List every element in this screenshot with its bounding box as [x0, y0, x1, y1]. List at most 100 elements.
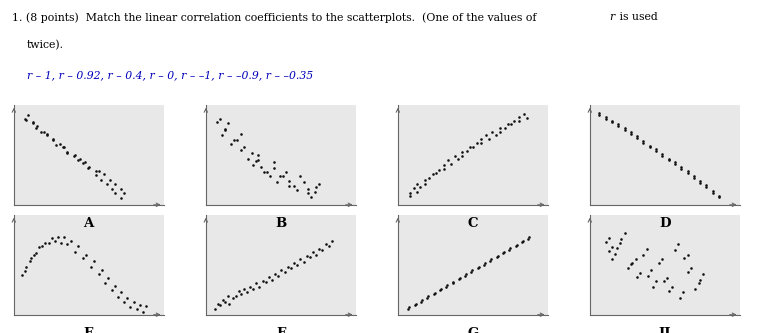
Point: [684, 266, 697, 271]
Point: [69, 249, 81, 254]
Point: [108, 190, 121, 195]
Point: [663, 288, 675, 293]
Point: [656, 151, 668, 157]
Point: [606, 118, 618, 123]
Point: [650, 149, 662, 154]
Point: [105, 287, 118, 292]
Point: [22, 113, 34, 118]
Text: 1. (8 points)  Match the linear correlation coefficients to the scatterplots.  (: 1. (8 points) Match the linear correlati…: [12, 12, 540, 23]
Point: [316, 247, 329, 253]
Point: [522, 236, 535, 241]
Point: [472, 266, 484, 271]
Point: [707, 188, 719, 193]
Point: [58, 145, 71, 150]
Point: [409, 301, 422, 306]
Point: [255, 164, 267, 169]
Point: [15, 272, 28, 278]
Point: [624, 129, 637, 135]
Point: [214, 303, 226, 308]
Point: [700, 184, 713, 190]
Point: [438, 166, 450, 171]
Point: [243, 284, 256, 290]
Point: [48, 238, 61, 243]
Point: [614, 240, 626, 245]
Point: [219, 299, 231, 304]
Point: [283, 183, 296, 189]
Point: [288, 183, 300, 189]
Point: [74, 157, 86, 162]
Point: [30, 125, 42, 131]
Point: [674, 295, 686, 301]
Point: [681, 252, 694, 257]
Point: [505, 122, 518, 127]
Point: [72, 243, 84, 249]
Text: r: r: [609, 12, 614, 22]
Point: [486, 129, 498, 135]
Point: [93, 271, 105, 277]
Point: [90, 168, 102, 173]
Point: [219, 126, 231, 132]
Point: [618, 125, 631, 131]
Point: [85, 264, 98, 269]
Point: [690, 286, 702, 291]
Point: [227, 295, 239, 301]
Point: [267, 160, 280, 165]
Point: [435, 286, 447, 292]
Point: [624, 261, 637, 266]
Point: [252, 158, 264, 163]
Point: [600, 239, 612, 244]
Point: [518, 112, 530, 117]
Point: [217, 297, 230, 303]
Point: [36, 243, 48, 249]
Point: [33, 244, 45, 250]
Point: [641, 246, 653, 252]
Point: [630, 256, 642, 262]
Point: [264, 173, 276, 179]
Point: [484, 258, 496, 263]
Point: [669, 160, 681, 165]
Text: F: F: [276, 327, 286, 333]
Point: [81, 165, 94, 170]
Point: [50, 142, 62, 147]
Point: [663, 158, 675, 163]
Point: [452, 157, 464, 162]
Text: G: G: [467, 327, 478, 333]
Point: [302, 186, 314, 192]
Point: [313, 246, 326, 252]
Point: [414, 184, 426, 190]
Point: [93, 169, 105, 174]
Point: [650, 279, 662, 284]
Point: [637, 138, 650, 144]
Point: [415, 299, 427, 304]
Point: [297, 259, 310, 265]
Point: [626, 260, 638, 265]
Point: [429, 171, 442, 176]
Point: [644, 143, 656, 148]
Point: [98, 171, 110, 177]
Point: [661, 275, 674, 280]
Point: [252, 152, 264, 158]
Point: [25, 256, 38, 261]
Point: [700, 183, 713, 188]
Point: [478, 262, 490, 267]
Point: [216, 133, 228, 138]
Text: C: C: [468, 217, 478, 230]
Point: [499, 125, 511, 131]
Point: [669, 247, 681, 253]
Point: [459, 273, 472, 278]
Point: [61, 150, 74, 156]
Point: [681, 269, 694, 275]
Point: [494, 125, 506, 131]
Point: [479, 260, 492, 266]
Point: [69, 152, 81, 158]
Point: [47, 138, 59, 143]
Point: [88, 258, 101, 264]
Point: [57, 145, 69, 150]
Point: [653, 260, 665, 265]
Point: [516, 240, 528, 245]
Point: [491, 254, 503, 260]
Point: [209, 306, 221, 312]
Point: [240, 290, 253, 295]
Text: twice).: twice).: [27, 40, 64, 50]
Point: [258, 170, 270, 175]
